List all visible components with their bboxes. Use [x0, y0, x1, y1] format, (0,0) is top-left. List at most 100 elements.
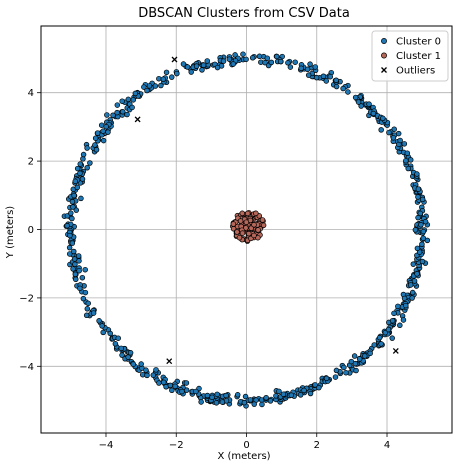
y-tick-label: 0 — [28, 225, 34, 236]
cluster-0-point — [262, 59, 268, 66]
cluster-1-point — [243, 219, 250, 225]
cluster-0-point — [120, 108, 126, 115]
cluster-0-point — [74, 184, 81, 191]
cluster-0-point — [226, 56, 233, 62]
cluster-0-point — [345, 89, 351, 95]
cluster-1-point — [236, 234, 243, 241]
cluster-0-point — [301, 387, 307, 394]
cluster-0-point — [415, 194, 421, 200]
cluster-0-point — [70, 266, 76, 272]
cluster-0-point — [66, 251, 73, 257]
y-tick-label: 2 — [28, 157, 34, 168]
cluster-0-point — [84, 165, 90, 171]
cluster-1-point — [253, 210, 259, 217]
cluster-0-point — [204, 58, 211, 64]
cluster-0-point — [71, 192, 77, 199]
cluster-0-point — [403, 157, 409, 164]
cluster-0-point — [390, 135, 397, 141]
cluster-0-point — [412, 227, 419, 233]
cluster-0-point — [232, 52, 238, 58]
cluster-0-point — [76, 267, 82, 274]
cluster-0-point — [214, 391, 220, 398]
cluster-0-point — [249, 55, 256, 61]
cluster-0-point — [234, 392, 241, 398]
cluster-0-point — [422, 218, 429, 225]
cluster-0-point — [75, 253, 82, 259]
y-tick-label: 4 — [28, 88, 34, 99]
cluster-0-point — [380, 115, 386, 122]
cluster-0-point — [73, 207, 80, 213]
cluster-0-point — [395, 303, 401, 310]
cluster-0-point — [96, 318, 102, 324]
cluster-0-point — [386, 129, 392, 136]
cluster-0-point — [174, 70, 180, 77]
x-tick-label: 2 — [314, 440, 320, 451]
cluster-0-point — [333, 77, 339, 83]
cluster-0-point — [167, 382, 174, 389]
cluster-0-point — [304, 66, 311, 73]
legend-label: Cluster 0 — [396, 37, 441, 48]
cluster-0-point — [82, 266, 88, 273]
cluster-0-point — [158, 82, 164, 89]
cluster-0-point — [307, 61, 313, 67]
x-tick-label: −4 — [99, 440, 114, 451]
cluster-0-point — [312, 64, 318, 70]
cluster-0-point — [68, 210, 74, 216]
cluster-0-point — [144, 372, 150, 379]
y-tick-label: −2 — [19, 293, 34, 304]
cluster-1-point — [244, 210, 251, 217]
x-tick-label: 4 — [384, 440, 390, 451]
cluster-0-point — [144, 87, 150, 94]
cluster-0-point — [298, 65, 304, 72]
cluster-0-point — [112, 341, 119, 347]
cluster-0-point — [366, 101, 372, 107]
cluster-0-point — [77, 170, 83, 177]
cluster-1-point — [246, 230, 252, 237]
cluster-0-point — [327, 73, 334, 80]
cluster-0-point — [200, 62, 207, 68]
cluster-0-point — [320, 73, 327, 79]
cluster-0-point — [268, 59, 275, 66]
cluster-0-point — [370, 110, 377, 117]
cluster-0-point — [163, 69, 170, 76]
cluster-0-point — [180, 61, 187, 67]
cluster-0-point — [66, 244, 73, 251]
cluster-0-point — [105, 129, 111, 135]
cluster-0-point — [93, 147, 100, 153]
cluster-0-point — [240, 51, 246, 57]
cluster-0-point — [378, 127, 384, 133]
outlier-x-stroke — [171, 56, 178, 63]
cluster-0-point — [397, 322, 403, 329]
cluster-0-point — [419, 196, 426, 203]
cluster-0-point — [160, 76, 167, 82]
cluster-0-point — [99, 323, 105, 329]
cluster-0-point — [79, 176, 86, 182]
cluster-0-point — [264, 55, 271, 61]
cluster-0-point — [288, 392, 295, 398]
cluster-0-point — [77, 285, 83, 292]
cluster-0-point — [78, 195, 84, 202]
legend-marker-cluster-1 — [381, 52, 387, 59]
cluster-0-point — [72, 271, 79, 278]
outlier-x-stroke — [392, 347, 399, 354]
cluster-0-point — [92, 135, 99, 141]
cluster-0-point — [410, 261, 417, 267]
cluster-0-point — [297, 392, 304, 398]
cluster-0-point — [80, 295, 87, 302]
cluster-0-point — [156, 75, 162, 82]
cluster-0-point — [161, 379, 167, 386]
cluster-0-point — [193, 388, 199, 395]
cluster-0-point — [146, 83, 153, 89]
cluster-0-point — [125, 354, 131, 360]
cluster-1-point — [230, 221, 237, 227]
cluster-0-point — [292, 59, 298, 65]
cluster-0-point — [409, 295, 415, 301]
cluster-0-point — [267, 398, 274, 404]
cluster-1-point — [260, 222, 267, 229]
cluster-0-point — [104, 112, 110, 118]
legend-marker-outliers — [381, 67, 387, 73]
cluster-0-point — [418, 222, 424, 228]
cluster-0-point — [220, 58, 227, 64]
cluster-0-point — [415, 214, 421, 221]
cluster-0-point — [214, 64, 221, 71]
